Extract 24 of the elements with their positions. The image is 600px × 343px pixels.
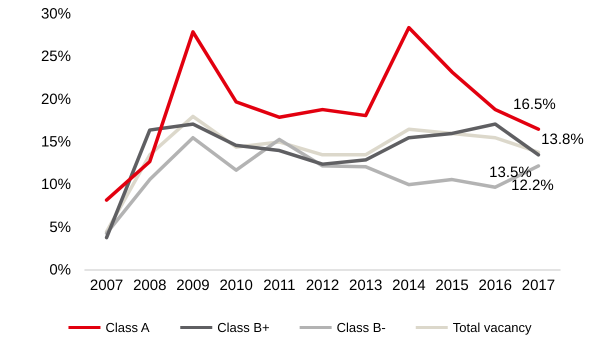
x-tick-label: 2011: [263, 277, 296, 294]
x-tick-label: 2008: [133, 277, 166, 294]
legend-label: Total vacancy: [452, 320, 532, 335]
y-tick-label: 30%: [40, 6, 71, 22]
y-tick-label: 10%: [40, 176, 71, 194]
x-tick-label: 2013: [348, 277, 382, 294]
y-tick-label: 5%: [49, 218, 71, 236]
x-tick-label: 2017: [522, 277, 556, 294]
legend-label: Class B-: [336, 320, 386, 335]
x-tick-label: 2012: [306, 277, 340, 294]
x-tick-label: 2010: [219, 277, 253, 294]
x-tick-label: 2009: [176, 277, 210, 294]
y-tick-label: 20%: [40, 90, 71, 108]
x-tick-label: 2007: [90, 277, 124, 294]
data-label: 16.5%: [513, 96, 556, 114]
legend-label: Class A: [105, 320, 150, 335]
y-tick-label: 0%: [49, 262, 71, 278]
y-tick-label: 15%: [40, 134, 71, 150]
x-tick-label: 2016: [478, 277, 512, 294]
legend-label: Class B+: [217, 320, 270, 335]
y-tick-label: 25%: [40, 48, 71, 66]
x-tick-label: 2015: [435, 277, 469, 294]
x-tick-label: 2014: [392, 277, 426, 294]
data-label: 13.8%: [541, 131, 584, 148]
